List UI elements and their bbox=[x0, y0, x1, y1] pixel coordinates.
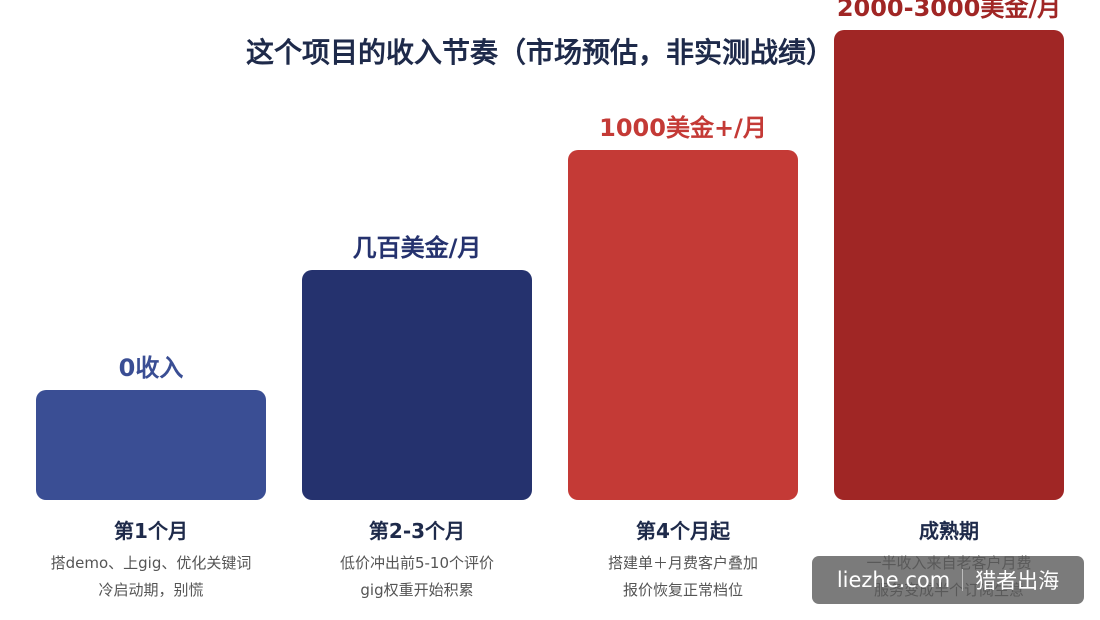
value-label-2: 几百美金/月 bbox=[353, 234, 482, 262]
watermark-divider bbox=[962, 569, 964, 591]
stage-desc-2-1: 低价冲出前5-10个评价 bbox=[340, 554, 494, 572]
bar-4 bbox=[834, 30, 1064, 500]
value-label-4: 2000-3000美金/月 bbox=[837, 0, 1061, 22]
stage-desc-1-1: 搭demo、上gig、优化关键词 bbox=[51, 554, 252, 572]
stage-desc-1-2: 冷启动期，别慌 bbox=[98, 581, 203, 599]
stage-label-4: 成熟期 bbox=[919, 519, 979, 543]
stage-desc-3-2: 报价恢复正常档位 bbox=[623, 581, 743, 599]
watermark-site: liezhe.com bbox=[836, 568, 951, 592]
bar-1 bbox=[36, 390, 266, 500]
value-label-1: 0收入 bbox=[119, 354, 184, 382]
chart-title: 这个项目的收入节奏（市场预估，非实测战绩） bbox=[246, 36, 834, 69]
stage-label-1: 第1个月 bbox=[114, 519, 188, 543]
watermark-badge: liezhe.com 猎者出海 bbox=[812, 556, 1084, 604]
stage-desc-2-2: gig权重开始积累 bbox=[360, 581, 473, 599]
stage-label-3: 第4个月起 bbox=[636, 519, 731, 543]
bar-3 bbox=[568, 150, 798, 500]
watermark-name: 猎者出海 bbox=[975, 569, 1060, 593]
stage-label-2: 第2-3个月 bbox=[369, 519, 465, 543]
value-label-3: 1000美金+/月 bbox=[599, 114, 767, 142]
bar-2 bbox=[302, 270, 532, 500]
stage-desc-3-1: 搭建单＋月费客户叠加 bbox=[608, 554, 758, 572]
